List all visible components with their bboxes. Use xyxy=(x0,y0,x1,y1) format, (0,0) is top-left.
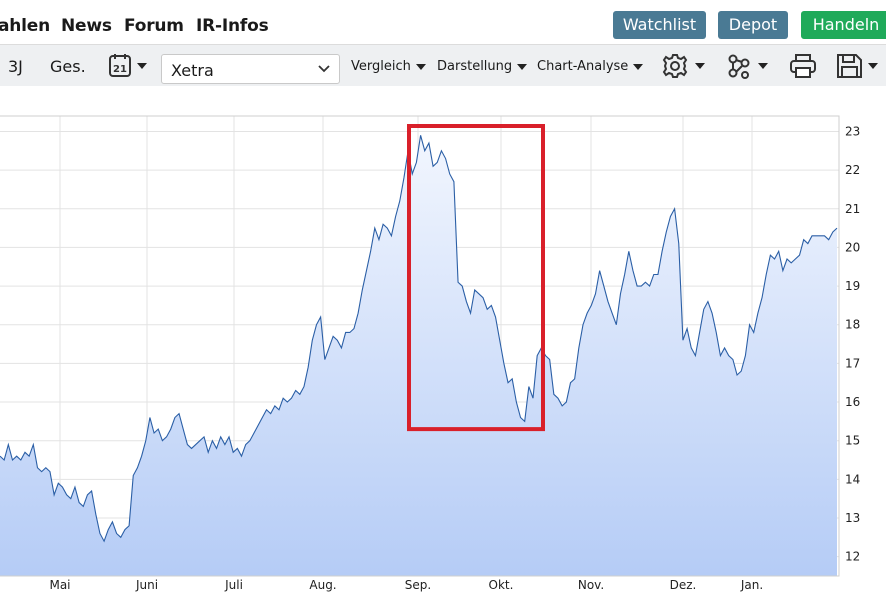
chart-analyse-label: Chart-Analyse xyxy=(537,59,629,74)
darstellung-dropdown[interactable]: Darstellung xyxy=(437,59,528,74)
y-tick-label: 14 xyxy=(845,472,860,486)
nav-link-ir-infos[interactable]: IR-Infos xyxy=(196,16,269,36)
chart-toolbar: 3J Ges. 21 Xetra Vergleich Darstellung C… xyxy=(0,45,886,86)
y-tick-label: 18 xyxy=(845,318,860,332)
x-tick-label: Jan. xyxy=(740,578,763,592)
y-tick-label: 15 xyxy=(845,434,860,448)
indicators-dropdown[interactable] xyxy=(727,53,773,84)
y-tick-label: 21 xyxy=(845,202,860,216)
x-axis: Mai Juni Juli Aug. Sep. Okt. Nov. Dez. Jan. xyxy=(49,578,763,592)
save-dropdown[interactable] xyxy=(836,53,882,84)
price-area xyxy=(0,135,837,576)
calendar-icon: 21 xyxy=(109,54,147,77)
chevron-down-icon xyxy=(318,65,330,73)
y-tick-label: 23 xyxy=(845,124,860,138)
price-line xyxy=(0,135,838,543)
nav-link-news[interactable]: News xyxy=(61,16,112,36)
y-axis: 23 22 21 20 19 18 17 16 15 14 13 12 xyxy=(845,124,860,563)
chart-frame xyxy=(0,115,840,577)
x-tick-label: Aug. xyxy=(309,578,336,592)
price-chart[interactable]: 23 22 21 20 19 18 17 16 15 14 13 12 Mai Juni Juli Aug.… xyxy=(0,86,886,598)
x-tick-label: Nov. xyxy=(578,578,604,592)
x-tick-label: Juli xyxy=(224,578,243,592)
settings-dropdown[interactable] xyxy=(662,53,708,84)
x-tick-label: Okt. xyxy=(489,578,514,592)
nav-link-forum[interactable]: Forum xyxy=(124,16,184,36)
calendar-picker[interactable]: 21 xyxy=(108,53,152,84)
top-navigation: ahlen News Forum IR-Infos Watchlist Depo… xyxy=(0,0,886,45)
caret-down-icon xyxy=(415,63,426,70)
depot-button[interactable]: Depot xyxy=(718,11,788,39)
x-tick-label: Juni xyxy=(135,578,158,592)
y-tick-label: 13 xyxy=(845,511,860,525)
save-icon xyxy=(837,54,878,78)
nav-link-kennzahlen[interactable]: ahlen xyxy=(0,16,51,36)
vergleich-dropdown[interactable]: Vergleich xyxy=(351,59,426,74)
x-tick-label: Sep. xyxy=(405,578,431,592)
vergleich-label: Vergleich xyxy=(351,59,411,74)
gear-icon xyxy=(662,54,705,78)
printer-icon xyxy=(790,54,816,78)
y-tick-label: 19 xyxy=(845,279,860,293)
y-tick-label: 12 xyxy=(845,550,860,564)
x-tick-label: Dez. xyxy=(670,578,697,592)
exchange-select-value: Xetra xyxy=(171,61,214,80)
darstellung-label: Darstellung xyxy=(437,59,513,74)
y-tick-label: 17 xyxy=(845,356,860,370)
print-button[interactable] xyxy=(789,53,817,84)
exchange-select[interactable]: Xetra xyxy=(161,54,340,84)
chart-analyse-dropdown[interactable]: Chart-Analyse xyxy=(537,59,644,74)
y-tick-label: 16 xyxy=(845,395,860,409)
watchlist-button[interactable]: Watchlist xyxy=(613,11,706,39)
caret-down-icon xyxy=(633,63,644,70)
y-tick-label: 20 xyxy=(845,240,860,254)
highlight-box xyxy=(407,124,545,432)
calendar-day: 21 xyxy=(113,64,127,75)
y-tick-label: 22 xyxy=(845,163,860,177)
range-ges-button[interactable]: Ges. xyxy=(50,57,86,76)
x-tick-label: Mai xyxy=(49,578,70,592)
caret-down-icon xyxy=(517,63,528,70)
network-icon xyxy=(728,54,768,79)
caret-down-icon xyxy=(137,63,147,69)
handeln-button[interactable]: Handeln xyxy=(801,11,886,39)
range-3j-button[interactable]: 3J xyxy=(8,57,23,76)
